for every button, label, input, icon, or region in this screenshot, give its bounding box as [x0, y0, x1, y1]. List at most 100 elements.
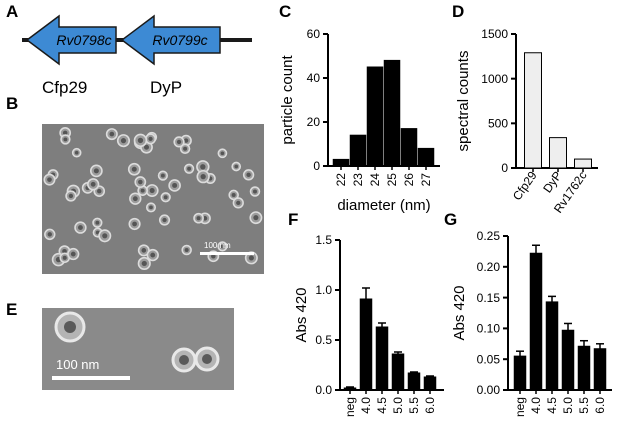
bar: [400, 128, 418, 167]
particle-core: [252, 189, 257, 194]
y-tick-label: 1.5: [315, 233, 332, 247]
particle-core: [150, 252, 156, 258]
particle-core: [236, 200, 241, 206]
particle-core: [109, 131, 115, 137]
particle-core: [176, 139, 182, 145]
y-tick-label: 1000: [481, 72, 508, 86]
particle-core: [62, 255, 67, 260]
y-axis-label: particle count: [279, 55, 296, 145]
particle-core: [248, 255, 254, 261]
bar: [383, 59, 401, 167]
particle-core: [95, 230, 100, 235]
particle-core: [148, 136, 153, 141]
particle-core: [196, 216, 201, 221]
y-tick-label: 0.0: [315, 383, 332, 397]
panel-label-e: E: [6, 300, 18, 319]
particle-core: [141, 248, 147, 253]
x-tick-label: neg: [343, 397, 357, 417]
y-axis-label: spectral counts: [455, 51, 472, 152]
y-axis-label: Abs 420: [296, 287, 310, 342]
y-tick-label: 20: [307, 115, 321, 129]
micrograph-particles-zoom: [54, 311, 220, 373]
bar: [423, 376, 437, 391]
x-tick-label: 24: [368, 173, 382, 187]
particle-core: [143, 144, 150, 150]
particle-core: [47, 232, 52, 237]
x-tick-label: 5.0: [391, 397, 405, 414]
protein-label-cfp29: Cfp29: [42, 78, 88, 97]
particle-core: [132, 221, 137, 227]
y-tick-label: 1.0: [315, 283, 332, 297]
y-tick-label: 0.5: [315, 333, 332, 347]
particle-core: [95, 220, 100, 225]
x-tick-label: neg: [513, 397, 527, 417]
particle-core: [183, 138, 189, 143]
particle-core: [137, 137, 144, 144]
x-tick-label: DyP: [540, 169, 564, 196]
bar: [343, 387, 357, 391]
gene-locus-rv0799c: Rv0799c: [152, 32, 207, 48]
bar: [513, 355, 527, 391]
panel-label-f: F: [288, 210, 299, 229]
particle-core: [234, 164, 239, 169]
bar: [549, 137, 567, 169]
y-tick-label: 0: [501, 161, 508, 175]
y-tick-label: 60: [307, 27, 321, 41]
particle-core: [78, 225, 83, 231]
x-tick-label: 4.5: [375, 397, 389, 414]
bar: [561, 329, 575, 391]
y-tick-label: 0.05: [477, 352, 501, 366]
panel-label-b: B: [6, 94, 19, 113]
x-tick-label: 25: [385, 173, 399, 187]
particle-core: [253, 215, 259, 221]
scale-bar: [200, 252, 254, 255]
particle-core: [149, 188, 155, 194]
panel-label-c: C: [279, 2, 292, 21]
panel-label-a: A: [6, 2, 19, 21]
particle-core: [68, 193, 74, 199]
particle-core: [62, 130, 68, 136]
scale-bar: [52, 376, 130, 380]
x-tick-label: 4.0: [359, 397, 373, 414]
bar: [407, 372, 421, 391]
bar: [375, 326, 389, 391]
particle-core: [141, 260, 147, 267]
particle-core: [63, 137, 68, 142]
bar: [366, 66, 384, 167]
particle-core: [183, 146, 188, 151]
gene-diagram: Rv0798c Rv0799c: [22, 14, 252, 66]
particle-core: [90, 181, 96, 187]
gene-arrow-rv0798c: [25, 14, 117, 66]
scale-bar-label: 100 nm: [204, 241, 231, 250]
y-tick-label: 500: [488, 117, 508, 131]
particle-core: [200, 164, 206, 170]
bar: [593, 348, 607, 391]
particle-core: [172, 182, 178, 188]
x-tick-label: 22: [334, 173, 348, 187]
particle-core: [200, 173, 206, 180]
bar: [545, 301, 559, 391]
particle-core: [96, 188, 102, 194]
particle-core: [162, 217, 167, 223]
x-tick-label: 23: [351, 173, 365, 187]
chart-abs420-f: 0.0 0.5 1.0 1.5 neg 4.0 4.5 5.0 5.5 6.0 Abs 420: [296, 233, 444, 417]
particle-core: [93, 168, 99, 174]
panel-label-g: G: [444, 210, 458, 229]
y-tick-label: 0.00: [477, 383, 501, 397]
bar: [574, 158, 592, 169]
particle-core: [231, 192, 236, 197]
bar: [391, 353, 405, 391]
chart-particle-count: 0 20 40 60 22 23 24 25 26 27 particle count diamete…: [279, 27, 440, 214]
x-tick-label: 6.0: [593, 397, 607, 414]
particle-core: [184, 247, 189, 253]
protein-label-dyp: DyP: [150, 78, 183, 97]
scale-bar-label: 100 nm: [56, 357, 100, 372]
y-tick-label: 1500: [481, 27, 508, 41]
x-tick-label: 5.0: [561, 397, 575, 414]
bar: [332, 158, 350, 167]
particle-core: [211, 253, 216, 259]
particle-core: [138, 179, 143, 185]
y-tick-label: 0.15: [477, 291, 501, 305]
y-tick-label: 0.10: [477, 322, 501, 336]
